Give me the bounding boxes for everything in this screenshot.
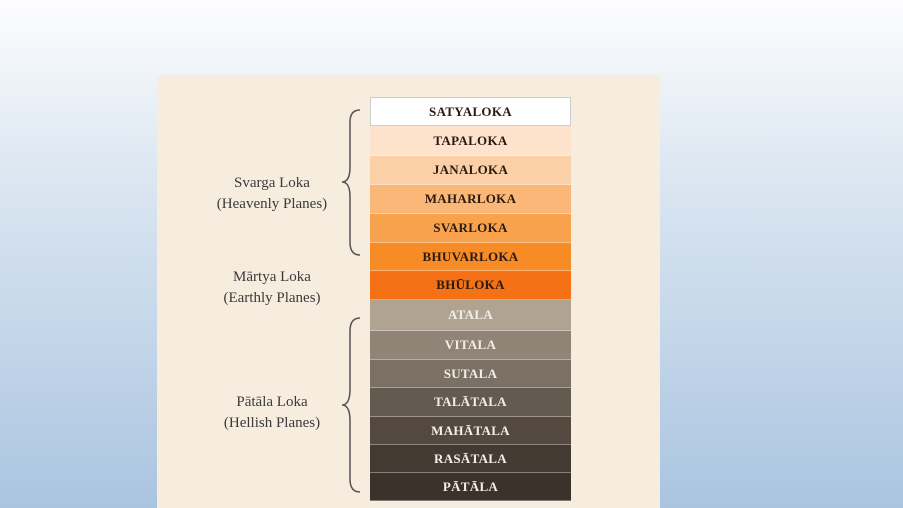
group-name: Svarga Loka	[234, 175, 310, 191]
layer: RASĀTALA	[370, 445, 571, 473]
layer: SATYALOKA	[370, 97, 571, 126]
layer: JANALOKA	[370, 156, 571, 185]
group-label: Svarga Loka (Heavenly Planes)	[187, 173, 357, 215]
slide-panel: SATYALOKA TAPALOKA JANALOKA MAHARLOKA SVARLO…	[157, 75, 660, 508]
layer: SVARLOKA	[370, 214, 571, 243]
layer: MAHARLOKA	[370, 185, 571, 214]
group-name: Pātāla Loka	[236, 394, 308, 410]
layer: TAPALOKA	[370, 126, 571, 156]
brace	[341, 317, 361, 493]
layer: SUTALA	[370, 360, 571, 388]
brace	[341, 109, 361, 256]
group-description: (Heavenly Planes)	[216, 196, 328, 212]
braces	[341, 109, 361, 493]
layer: MAHĀTALA	[370, 417, 571, 445]
group-label: Pātāla Loka (Hellish Planes)	[187, 392, 357, 434]
layer: VITALA	[370, 331, 571, 360]
layer: PĀTĀLA	[370, 473, 571, 501]
group-name: Mārtya Loka	[233, 269, 311, 285]
layer: BHŪLOKA	[370, 271, 571, 300]
layer: BHUVARLOKA	[370, 243, 571, 271]
group-description: (Hellish Planes)	[223, 415, 321, 431]
layer: TALĀTALA	[370, 388, 571, 417]
layer: ATALA	[370, 300, 571, 331]
group-label: Mārtya Loka (Earthly Planes)	[187, 267, 357, 309]
group-description: (Earthly Planes)	[223, 290, 321, 306]
